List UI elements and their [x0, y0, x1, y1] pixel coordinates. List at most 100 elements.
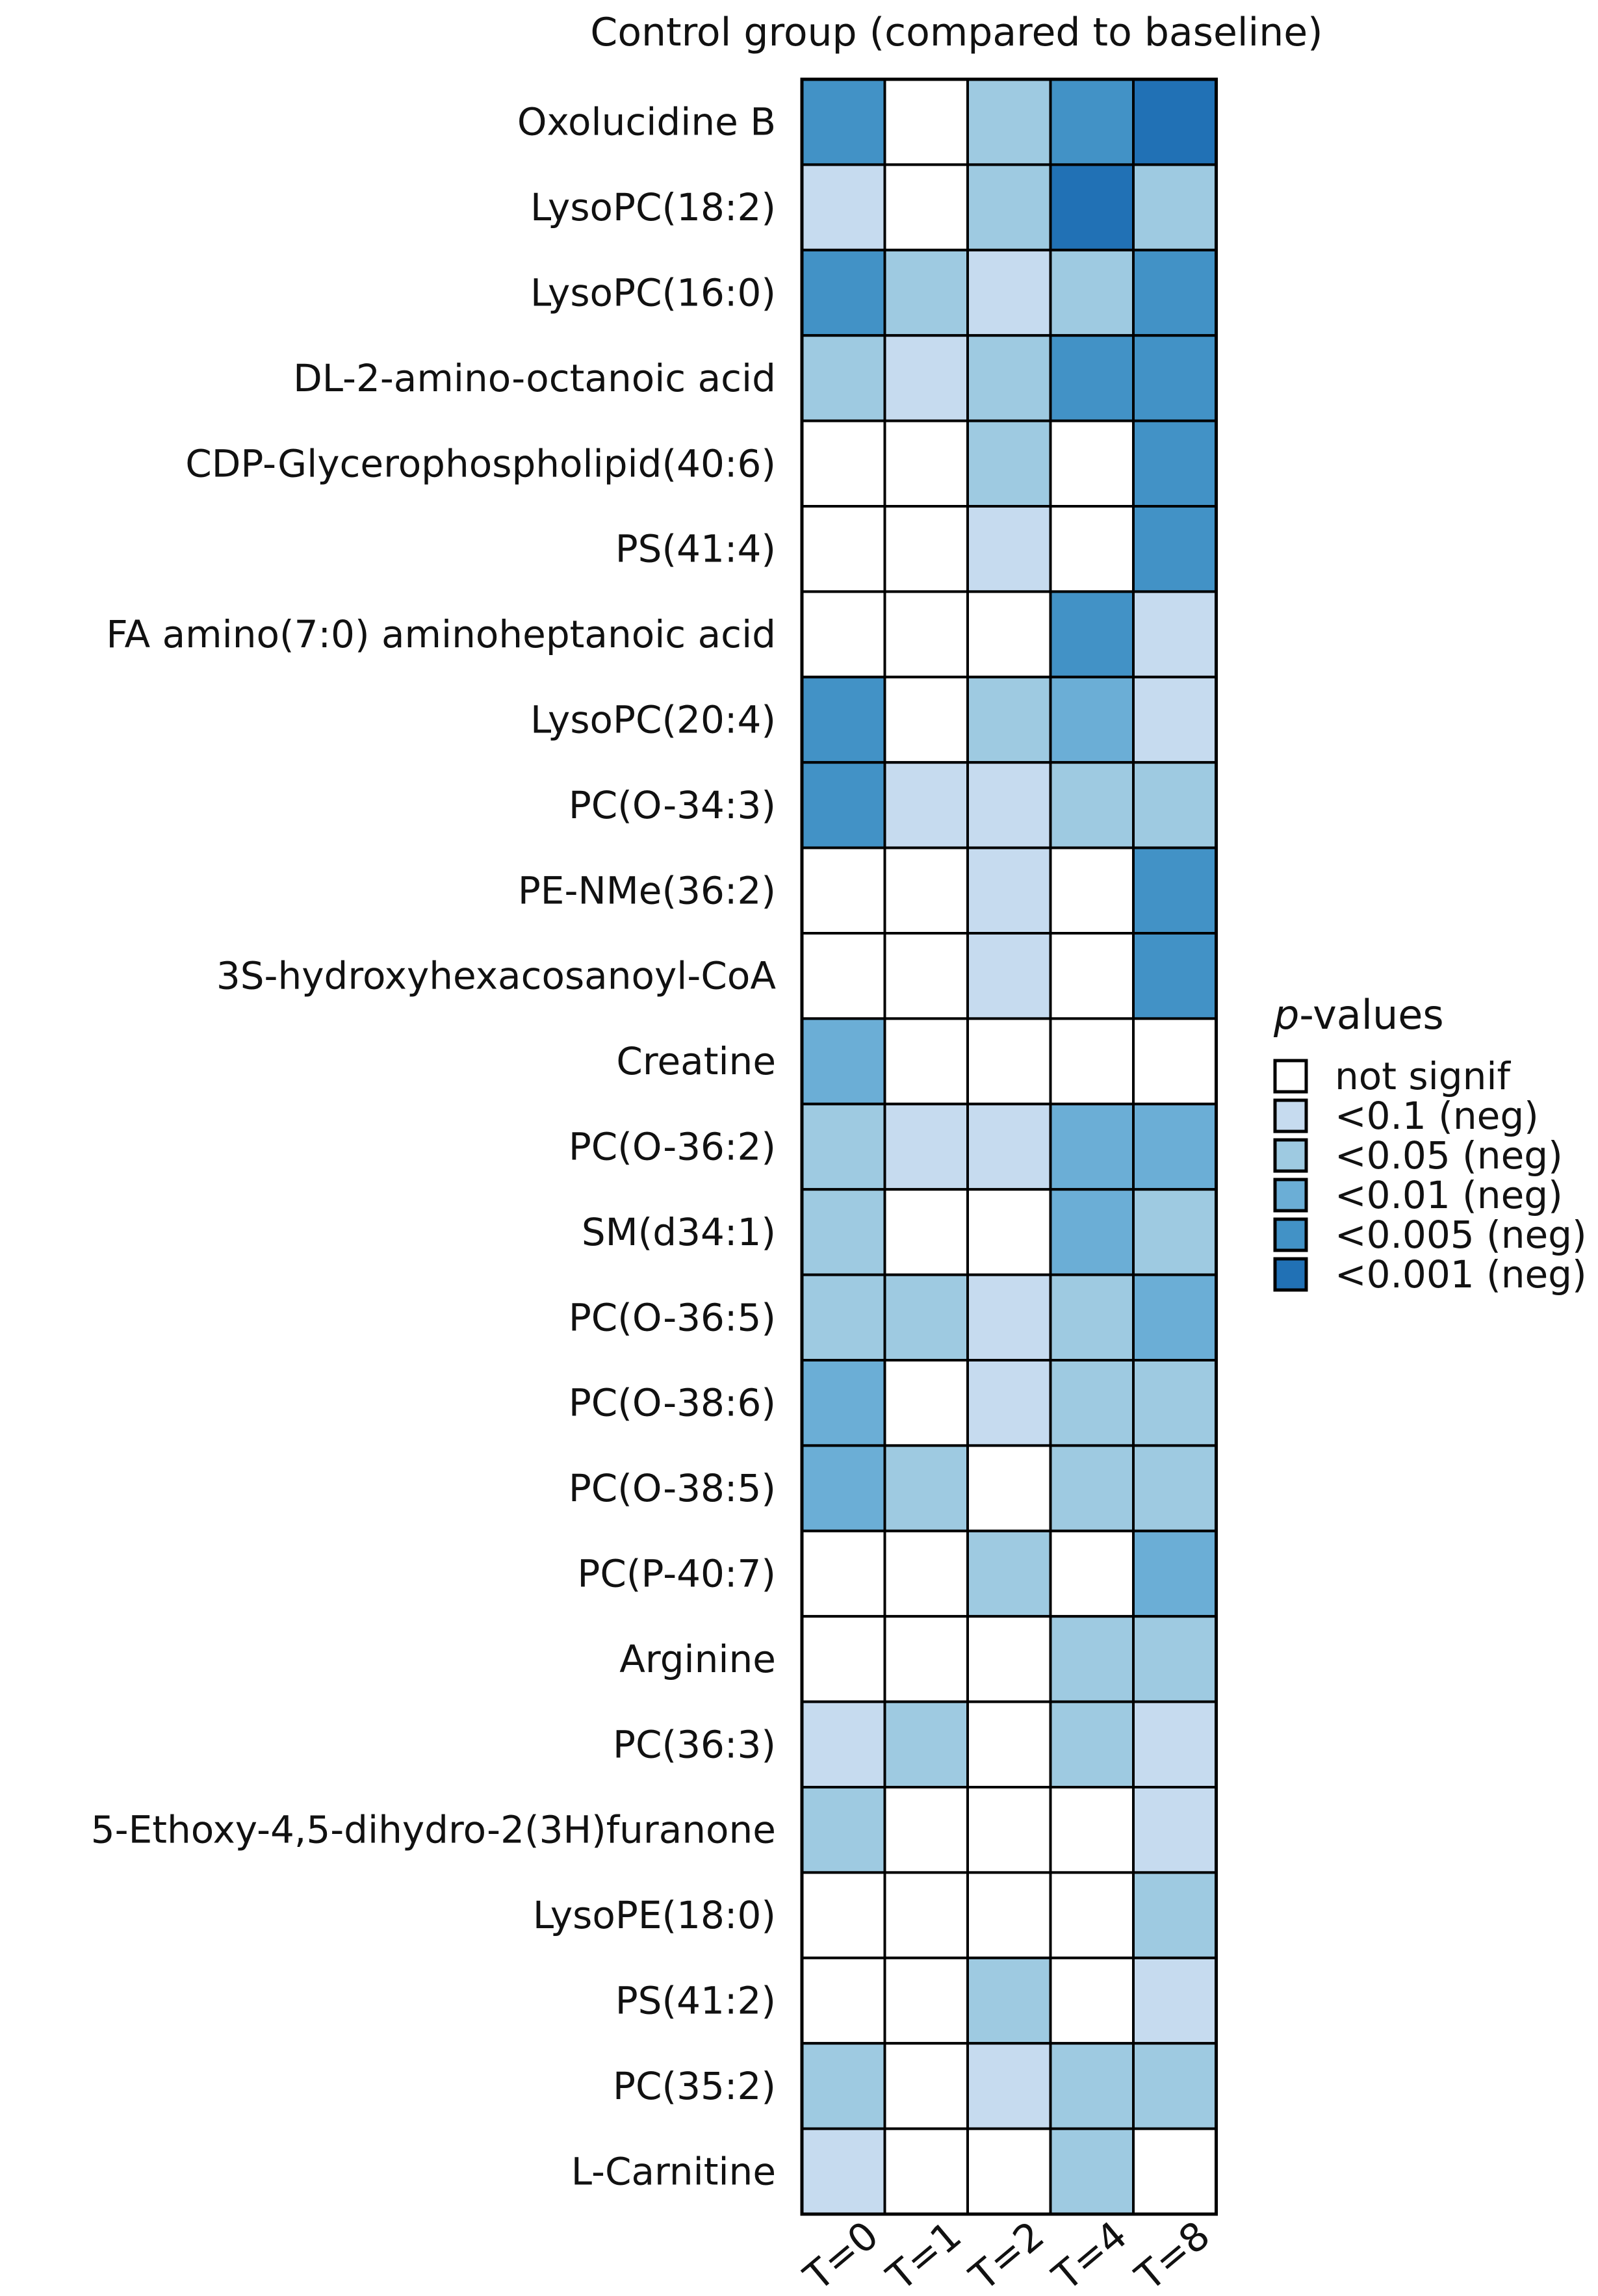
column-label-t-1: T=1: [878, 2213, 970, 2296]
legend-label-3: <0.01 (neg): [1335, 1173, 1563, 1217]
cell-lysopc-16-0-t-1: [883, 248, 969, 337]
heatmap-cells: [800, 77, 1218, 2216]
row-label-creatine: Creatine: [616, 1039, 776, 1083]
cell-5-ethoxy-4-5-dihydro-2-3h-furanone-t-4: [1049, 1786, 1135, 1874]
cell-dl-2-amino-octanoic-acid-t-1: [883, 334, 969, 422]
row-label-pc-o-38-5: PC(O-38:5): [569, 1466, 776, 1510]
cell-pc-o-34-3-t-2: [966, 761, 1052, 849]
row-label-oxolucidine-b: Oxolucidine B: [517, 100, 776, 144]
cell-creatine-t-0: [801, 1017, 886, 1105]
cell-cdp-glycerophospholipid-40-6-t-2: [966, 419, 1052, 508]
cell-pc-36-3-t-2: [966, 1700, 1052, 1789]
column-label-t-2: T=2: [961, 2213, 1053, 2296]
cell-pc-36-3-t-8: [1132, 1700, 1218, 1789]
cell-pc-35-2-t-0: [801, 2042, 886, 2130]
row-label-l-carnitine: L-Carnitine: [571, 2149, 776, 2193]
legend-swatch-2: [1273, 1138, 1308, 1173]
cell-lysope-18-0-t-2: [966, 1871, 1052, 1959]
row-label-lysopc-16-0: LysoPC(16:0): [530, 271, 776, 315]
cell-pc-o-34-3-t-8: [1132, 761, 1218, 849]
cell-ps-41-2-t-1: [883, 1956, 969, 2045]
cell-arginine-t-8: [1132, 1615, 1218, 1703]
row-label-sm-d34-1: SM(d34:1): [582, 1210, 776, 1254]
cell-oxolucidine-b-t-0: [801, 78, 886, 166]
row-label-pc-o-36-5: PC(O-36:5): [569, 1295, 776, 1339]
cell-oxolucidine-b-t-4: [1049, 78, 1135, 166]
cell-creatine-t-1: [883, 1017, 969, 1105]
cell-lysopc-20-4-t-2: [966, 675, 1052, 764]
cell-fa-amino-7-0-aminoheptanoic-acid-t-0: [801, 590, 886, 678]
cell-lysopc-16-0-t-4: [1049, 248, 1135, 337]
column-label-t-4: T=4: [1044, 2213, 1136, 2296]
cell-pc-35-2-t-2: [966, 2042, 1052, 2130]
cell-creatine-t-2: [966, 1017, 1052, 1105]
cell-pc-35-2-t-1: [883, 2042, 969, 2130]
cell-lysopc-16-0-t-8: [1132, 248, 1218, 337]
grid-border: [800, 77, 1218, 2216]
cell-pe-nme-36-2-t-4: [1049, 846, 1135, 935]
cell-l-carnitine-t-0: [801, 2127, 886, 2216]
row-label-pc-36-3: PC(36:3): [613, 1722, 776, 1766]
cell-oxolucidine-b-t-8: [1132, 78, 1218, 166]
cell-pc-o-38-6-t-8: [1132, 1359, 1218, 1447]
row-label-pe-nme-36-2: PE-NMe(36:2): [518, 868, 776, 912]
column-label-t-0: T=0: [795, 2213, 888, 2296]
cell-sm-d34-1-t-2: [966, 1188, 1052, 1276]
cell-pc-o-38-6-t-2: [966, 1359, 1052, 1447]
cell-oxolucidine-b-t-1: [883, 78, 969, 166]
cell-dl-2-amino-octanoic-acid-t-2: [966, 334, 1052, 422]
cell-pc-o-36-2-t-0: [801, 1102, 886, 1191]
cell-pc-o-36-5-t-1: [883, 1273, 969, 1361]
legend-title-p: p: [1273, 991, 1299, 1038]
cell-ps-41-2-t-4: [1049, 1956, 1135, 2045]
cell-cdp-glycerophospholipid-40-6-t-1: [883, 419, 969, 508]
cell-pc-o-38-6-t-1: [883, 1359, 969, 1447]
cell-pc-o-38-6-t-4: [1049, 1359, 1135, 1447]
legend-label-5: <0.001 (neg): [1335, 1252, 1587, 1296]
cell-pc-p-40-7-t-8: [1132, 1529, 1218, 1618]
cell-l-carnitine-t-2: [966, 2127, 1052, 2216]
cell-lysopc-18-2-t-4: [1049, 163, 1135, 252]
cell-arginine-t-1: [883, 1615, 969, 1703]
row-label-ps-41-2: PS(41:2): [615, 1979, 776, 2023]
cell-pc-o-36-5-t-2: [966, 1273, 1052, 1361]
cell-3s-hydroxyhexacosanoyl-coa-t-4: [1049, 932, 1135, 1020]
cell-creatine-t-8: [1132, 1017, 1218, 1105]
legend-swatch-4: [1273, 1217, 1308, 1252]
cell-lysope-18-0-t-1: [883, 1871, 969, 1959]
cell-sm-d34-1-t-0: [801, 1188, 886, 1276]
cell-pe-nme-36-2-t-1: [883, 846, 969, 935]
row-label-cdp-glycerophospholipid-40-6: CDP-Glycerophospholipid(40:6): [185, 441, 776, 485]
cell-ps-41-4-t-0: [801, 505, 886, 593]
cell-ps-41-2-t-0: [801, 1956, 886, 2045]
cell-lysopc-18-2-t-2: [966, 163, 1052, 252]
cell-pc-o-36-5-t-0: [801, 1273, 886, 1361]
chart-title: Control group (compared to baseline): [590, 10, 1322, 55]
row-label-pc-p-40-7: PC(P-40:7): [577, 1552, 776, 1596]
legend-swatch-1: [1273, 1098, 1308, 1133]
legend-swatch-0: [1273, 1059, 1308, 1094]
legend-title: p-values: [1273, 991, 1444, 1038]
cell-ps-41-2-t-2: [966, 1956, 1052, 2045]
cell-pc-o-38-6-t-0: [801, 1359, 886, 1447]
cell-dl-2-amino-octanoic-acid-t-4: [1049, 334, 1135, 422]
cell-fa-amino-7-0-aminoheptanoic-acid-t-8: [1132, 590, 1218, 678]
cell-pc-36-3-t-1: [883, 1700, 969, 1789]
legend-title-suffix: -values: [1299, 991, 1443, 1038]
cell-dl-2-amino-octanoic-acid-t-8: [1132, 334, 1218, 422]
legend: p-values not signif<0.1 (neg)<0.05 (neg)…: [1273, 991, 1587, 1296]
cell-pc-p-40-7-t-2: [966, 1529, 1052, 1618]
cell-ps-41-4-t-4: [1049, 505, 1135, 593]
cell-creatine-t-4: [1049, 1017, 1135, 1105]
row-label-lysope-18-0: LysoPE(18:0): [533, 1893, 776, 1937]
cell-pc-o-38-5-t-0: [801, 1444, 886, 1532]
row-label-pc-o-38-6: PC(O-38:6): [569, 1381, 776, 1425]
cell-oxolucidine-b-t-2: [966, 78, 1052, 166]
cell-ps-41-2-t-8: [1132, 1956, 1218, 2045]
cell-lysopc-16-0-t-2: [966, 248, 1052, 337]
cell-arginine-t-0: [801, 1615, 886, 1703]
cell-3s-hydroxyhexacosanoyl-coa-t-2: [966, 932, 1052, 1020]
cell-pc-o-34-3-t-0: [801, 761, 886, 849]
row-label-3s-hydroxyhexacosanoyl-coa: 3S-hydroxyhexacosanoyl-CoA: [216, 954, 776, 998]
cell-pc-o-34-3-t-4: [1049, 761, 1135, 849]
